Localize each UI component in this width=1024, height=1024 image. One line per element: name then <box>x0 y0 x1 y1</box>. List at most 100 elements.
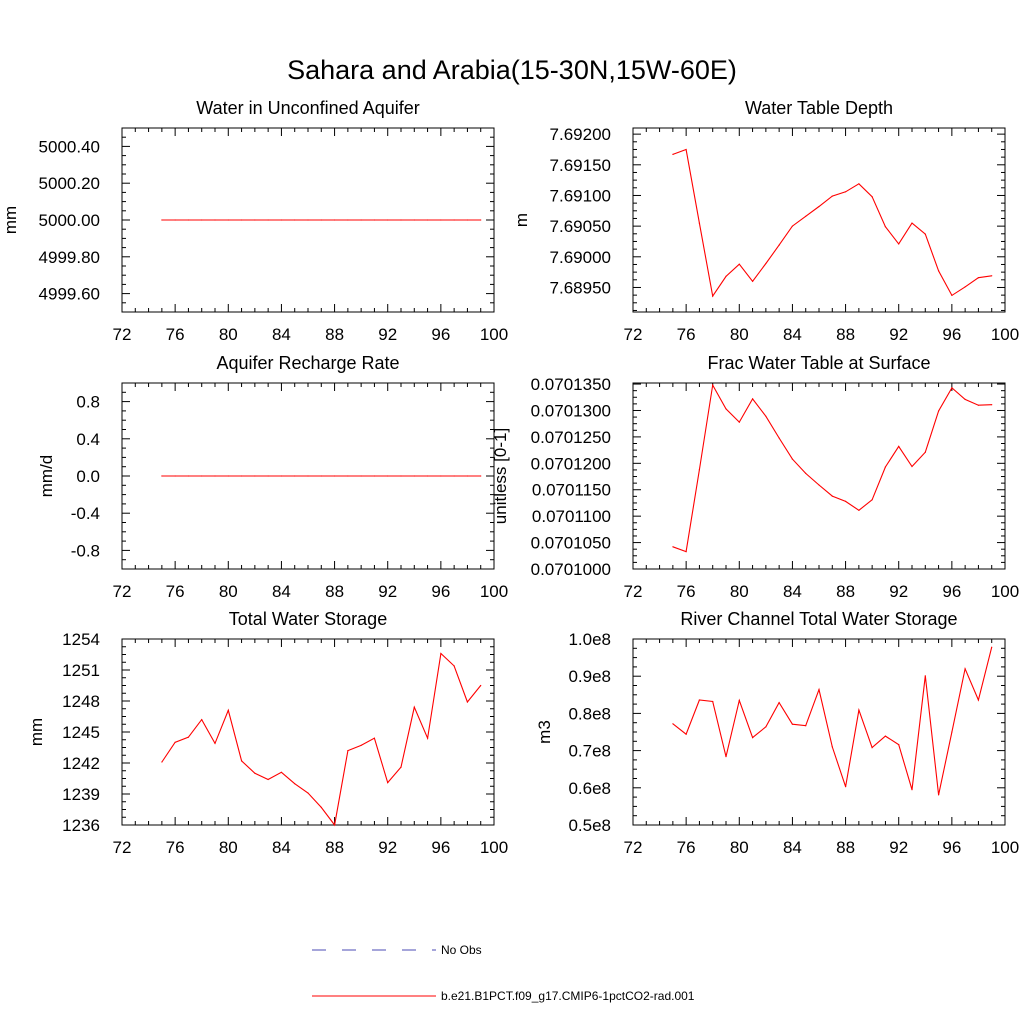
page-title: Sahara and Arabia(15-30N,15W-60E) <box>287 55 737 85</box>
data-point <box>373 475 375 477</box>
data-point <box>765 262 767 265</box>
y-tick-label: 0.6e8 <box>568 779 611 798</box>
data-point <box>805 725 807 727</box>
y-tick-label: 1254 <box>62 630 100 649</box>
y-tick-label: 0.9e8 <box>568 667 611 686</box>
x-tick-label: 72 <box>624 838 643 857</box>
y-axis-label: unitless [0-1] <box>491 428 510 524</box>
data-point <box>831 495 833 497</box>
data-point <box>884 735 887 737</box>
x-tick-label: 76 <box>166 325 185 344</box>
data-point <box>951 731 953 733</box>
data-point <box>254 772 256 774</box>
y-axis-label: m3 <box>535 720 554 744</box>
y-tick-label: 0.0701000 <box>531 560 611 579</box>
y-tick-label: 1.0e8 <box>568 630 611 649</box>
data-point <box>725 275 727 277</box>
x-tick-label: 100 <box>480 582 508 601</box>
y-tick-label: 0.0701050 <box>531 534 611 553</box>
panel-title: Water Table Depth <box>745 98 893 118</box>
y-tick-label: 1248 <box>62 692 100 711</box>
data-point <box>685 733 687 735</box>
x-tick-label: 92 <box>378 325 397 344</box>
data-point <box>898 744 900 746</box>
data-point <box>698 222 701 224</box>
y-tick-label: 0.0701300 <box>531 401 611 420</box>
x-tick-label: 80 <box>730 582 749 601</box>
x-tick-label: 92 <box>378 582 397 601</box>
data-point <box>161 219 163 221</box>
data-point <box>778 437 780 439</box>
y-tick-label: 1251 <box>62 661 100 680</box>
x-tick-label: 92 <box>889 838 908 857</box>
data-point <box>818 484 820 486</box>
data-point <box>307 475 309 477</box>
data-point <box>831 746 833 748</box>
data-point <box>466 701 468 703</box>
data-point <box>991 275 993 277</box>
data-point <box>951 294 953 296</box>
y-tick-label: 0.0701350 <box>531 375 611 394</box>
y-tick-label: 4999.80 <box>39 248 100 267</box>
data-point <box>400 219 402 221</box>
y-tick-label: -0.4 <box>71 504 100 523</box>
data-point <box>924 675 926 677</box>
x-tick-label: 72 <box>113 838 132 857</box>
y-tick-label: 1245 <box>62 723 100 742</box>
panel-title: Frac Water Table at Surface <box>707 353 930 373</box>
data-point <box>977 277 980 279</box>
x-tick-label: 80 <box>730 325 749 344</box>
y-tick-label: 1242 <box>62 754 100 773</box>
y-tick-label: 0.5e8 <box>568 816 611 835</box>
y-tick-label: 0.0701250 <box>531 428 611 447</box>
data-point <box>227 219 229 221</box>
y-axis-label: mm/d <box>37 455 56 498</box>
x-tick-label: 96 <box>942 838 961 857</box>
data-point <box>440 219 442 221</box>
chart-panel: 72 76 80 84 88 92 96 100 7.68950 7.69000 7.69050 7.… <box>512 98 1019 344</box>
data-point <box>187 475 189 477</box>
x-tick-label: 96 <box>942 582 961 601</box>
data-point <box>453 665 455 667</box>
data-point <box>214 742 216 745</box>
data-point <box>805 215 807 217</box>
data-point <box>174 741 176 743</box>
x-tick-label: 88 <box>325 582 344 601</box>
data-point <box>738 699 740 702</box>
data-point <box>320 475 322 477</box>
x-tick-label: 100 <box>480 838 508 857</box>
data-point <box>334 219 336 221</box>
data-point <box>791 225 794 227</box>
data-point <box>400 475 402 477</box>
x-tick-label: 76 <box>166 838 185 857</box>
data-point <box>280 475 282 477</box>
x-tick-label: 92 <box>378 838 397 857</box>
x-tick-label: 96 <box>431 325 450 344</box>
data-point <box>334 824 336 826</box>
x-tick-label: 72 <box>113 582 132 601</box>
data-point <box>241 760 243 762</box>
data-point <box>765 415 767 417</box>
data-point <box>187 736 189 738</box>
data-point <box>307 792 309 794</box>
data-point <box>871 499 873 501</box>
data-point <box>964 398 966 400</box>
data-point <box>698 699 701 701</box>
data-point <box>871 196 873 198</box>
x-tick-label: 100 <box>991 838 1019 857</box>
data-point <box>334 475 336 477</box>
data-point <box>685 148 687 151</box>
data-point <box>360 744 362 747</box>
data-point <box>174 475 176 477</box>
data-point <box>672 723 674 725</box>
data-point <box>845 786 847 788</box>
x-tick-label: 84 <box>272 838 291 857</box>
panel-title: River Channel Total Water Storage <box>680 609 957 629</box>
y-tick-label: 0.0701150 <box>532 481 611 500</box>
data-point <box>453 475 455 477</box>
data-point <box>427 219 429 221</box>
x-tick-label: 96 <box>431 838 450 857</box>
x-tick-label: 84 <box>272 325 291 344</box>
data-point <box>453 219 455 221</box>
x-tick-label: 80 <box>219 325 238 344</box>
